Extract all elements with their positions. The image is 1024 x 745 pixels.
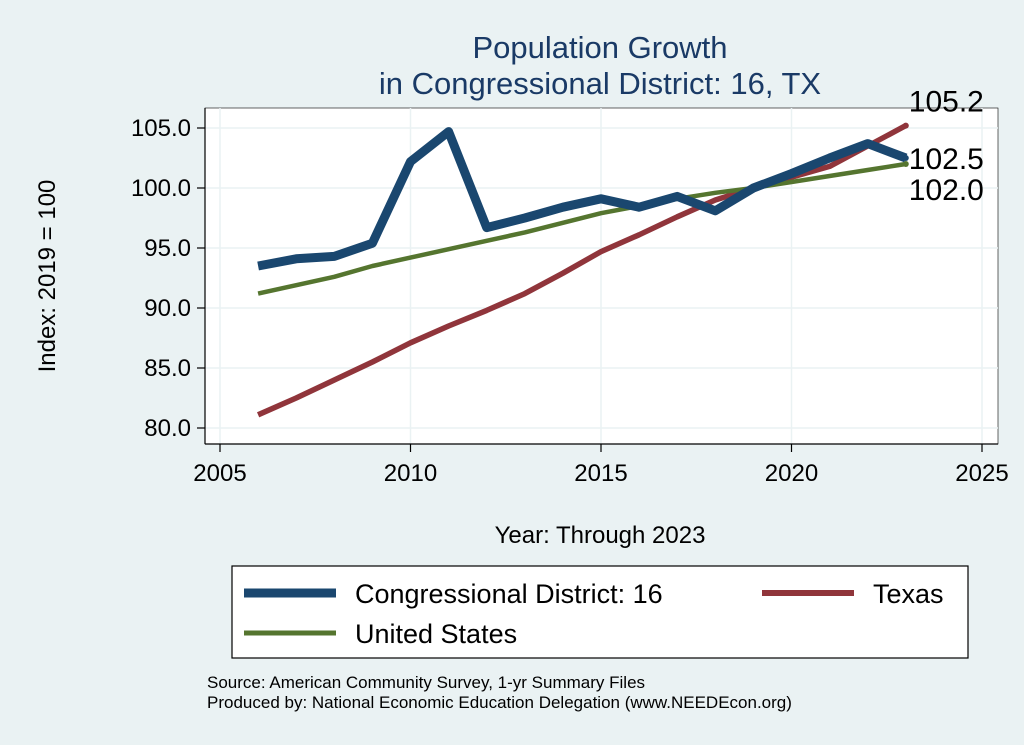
end-label-congressional-district: 102.5 [909, 143, 984, 176]
end-label-texas: 105.2 [909, 86, 984, 119]
y-tick-label: 95.0 [144, 235, 191, 262]
tick-labels: 80.0 85.0 90.0 95.0 100.0 105.0 2005 2010 2015 20… [131, 115, 1009, 487]
y-tick-label: 90.0 [144, 295, 191, 322]
legend-label-texas: Texas [873, 579, 944, 609]
chart-subtitle: in Congressional District: 16, TX [379, 66, 822, 101]
series-end-point-texas [902, 122, 909, 129]
legend: Congressional District: 16 Texas United … [231, 565, 969, 659]
series-line-congressional-district [257, 127, 908, 271]
legend-label-congressional-district: Congressional District: 16 [355, 579, 663, 609]
y-tick-label: 80.0 [144, 415, 191, 442]
produced-by-line: Produced by: National Economic Education… [207, 693, 792, 712]
x-tick-label: 2005 [193, 460, 246, 487]
end-label-united-states: 102.0 [909, 174, 984, 207]
legend-label-united-states: United States [355, 619, 517, 649]
axes [197, 108, 998, 452]
x-tick-label: 2020 [765, 460, 818, 487]
chart-title: Population Growth [472, 30, 727, 65]
y-tick-label: 105.0 [131, 115, 191, 142]
series-lines [256, 122, 909, 418]
series-end-point-united-states [902, 161, 909, 167]
end-labels: 102.5 105.2 102.0 [909, 86, 984, 207]
y-tick-label: 100.0 [131, 175, 191, 202]
series-end-point-congressional-district [902, 155, 909, 161]
gridlines [205, 108, 998, 444]
x-tick-label: 2025 [955, 460, 1008, 487]
source-line: Source: American Community Survey, 1-yr … [207, 673, 645, 692]
legend-box [231, 565, 969, 659]
x-axis-title: Year: Through 2023 [495, 522, 706, 549]
y-tick-label: 85.0 [144, 355, 191, 382]
series-line-united-states [257, 161, 907, 296]
x-tick-label: 2015 [574, 460, 627, 487]
y-axis-title: Index: 2019 = 100 [34, 180, 61, 373]
x-tick-label: 2010 [384, 460, 437, 487]
